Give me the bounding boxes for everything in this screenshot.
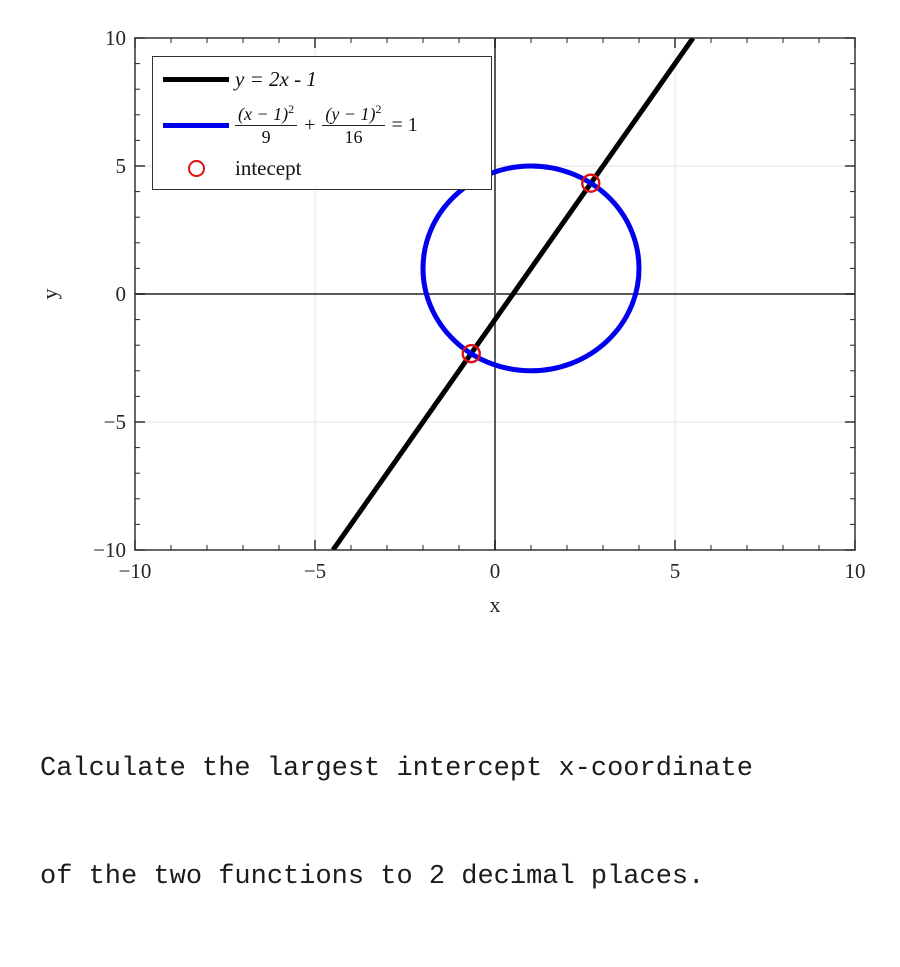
y-axis-label: y	[37, 289, 62, 300]
legend-entry-ellipse: (x − 1)2 9 + (y − 1)2 16 = 1	[163, 98, 481, 153]
legend-entry-intercept: intecept	[163, 153, 481, 183]
x-tick-label: −5	[304, 559, 326, 583]
question-line-2: of the two functions to 2 decimal places…	[40, 862, 705, 892]
x-tick-label: 5	[670, 559, 681, 583]
fraction-x: (x − 1)2 9	[235, 103, 298, 147]
y-tick-label: −10	[93, 538, 126, 562]
legend: y = 2x - 1 (x − 1)2 9 + (y − 1)2 16 = 1	[152, 56, 492, 190]
series-group	[330, 38, 696, 550]
question-line-1: Calculate the largest intercept x-coordi…	[40, 754, 753, 784]
y-tick-label: 10	[105, 26, 126, 50]
figure-canvas: −10 −5 0 5 10 −10 −5 0 5 10 x y y = 2x - 1 (x − 1)2…	[37, 26, 866, 892]
legend-entry-line: y = 2x - 1	[163, 61, 481, 98]
y-tick-label: 5	[116, 154, 127, 178]
black-line-swatch	[163, 77, 229, 82]
legend-label-ellipse: (x − 1)2 9 + (y − 1)2 16 = 1	[229, 103, 418, 147]
ellipse-series	[420, 163, 642, 374]
equals-one: = 1	[391, 114, 418, 136]
y-tick-label: −5	[104, 410, 126, 434]
question-text: Calculate the largest intercept x-coordi…	[40, 679, 753, 967]
legend-label-intercept: intecept	[235, 155, 302, 180]
intercept-marker	[461, 343, 481, 364]
fraction-y: (y − 1)2 16	[322, 103, 385, 147]
blue-line-swatch	[163, 123, 229, 128]
x-axis-label: x	[490, 592, 501, 617]
legend-label-line: y = 2x - 1	[235, 67, 317, 91]
x-tick-label: 10	[845, 559, 866, 583]
x-tick-label: 0	[490, 559, 501, 583]
y-tick-label: 0	[116, 282, 127, 306]
x-tick-label: −10	[119, 559, 152, 583]
intercept-marker	[581, 173, 601, 193]
line-series	[330, 38, 696, 550]
plus-sign: +	[304, 114, 316, 136]
intercept-marker-icon	[187, 159, 205, 177]
